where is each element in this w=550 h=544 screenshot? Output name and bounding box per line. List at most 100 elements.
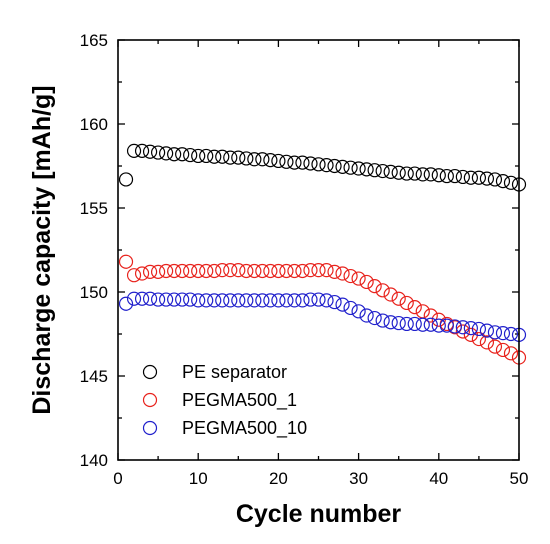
data-point	[311, 292, 326, 307]
data-point	[327, 264, 342, 279]
data-point	[287, 155, 302, 170]
data-point	[207, 263, 222, 279]
data-point	[231, 293, 246, 308]
data-point	[255, 152, 270, 167]
data-point	[447, 168, 462, 184]
data-point	[303, 263, 318, 278]
data-point	[279, 293, 294, 308]
data-point	[455, 320, 470, 335]
data-point	[255, 263, 270, 279]
x-tick-label: 0	[113, 469, 122, 488]
data-point	[223, 293, 238, 308]
data-point	[391, 165, 406, 180]
data-point	[239, 293, 254, 308]
data-point	[134, 291, 150, 306]
data-point	[199, 263, 214, 279]
data-point	[319, 293, 334, 308]
data-point	[335, 159, 350, 174]
data-point	[479, 171, 495, 186]
data-point	[239, 263, 254, 279]
data-point	[487, 172, 503, 187]
data-point	[271, 153, 286, 169]
data-point	[327, 294, 342, 310]
y-tick-label: 160	[80, 115, 108, 134]
x-tick-label: 50	[510, 469, 529, 488]
data-point	[295, 293, 310, 308]
data-point	[151, 264, 166, 279]
data-point	[118, 296, 134, 311]
data-point	[263, 293, 278, 308]
data-point	[271, 293, 286, 308]
data-point	[479, 323, 495, 338]
data-point	[367, 163, 382, 178]
data-point	[207, 149, 222, 164]
data-point	[407, 300, 422, 315]
data-point	[423, 308, 438, 323]
data-point	[407, 166, 422, 181]
data-point	[455, 169, 470, 185]
data-point	[439, 318, 454, 333]
data-point	[359, 162, 374, 177]
data-point	[495, 326, 511, 341]
data-point	[431, 168, 446, 183]
axis-ticks: 0 10 20 30 40 50 140 145 150 155 160 165	[80, 31, 529, 488]
data-point	[287, 293, 302, 308]
data-point	[303, 292, 318, 307]
data-point	[167, 147, 182, 162]
x-axis-title: Cycle number	[236, 500, 402, 528]
data-point	[231, 263, 246, 278]
data-series	[118, 143, 527, 365]
data-point	[495, 174, 511, 189]
data-point	[159, 292, 174, 307]
data-point	[415, 304, 430, 319]
data-point	[247, 152, 262, 167]
data-point	[247, 263, 262, 279]
data-point	[447, 319, 462, 334]
data-point	[223, 263, 238, 278]
data-point	[375, 283, 390, 298]
data-point	[399, 295, 414, 311]
data-point	[279, 263, 294, 279]
data-point	[263, 263, 278, 279]
data-point	[183, 147, 198, 163]
data-point	[367, 279, 382, 294]
data-point	[126, 268, 142, 283]
data-point	[191, 148, 206, 164]
x-tick-label: 30	[349, 469, 368, 488]
data-point	[367, 310, 382, 326]
data-point	[199, 293, 214, 308]
y-axis-title: Discharge capacity [mAh/g]	[28, 85, 56, 414]
data-point	[471, 170, 486, 185]
data-point	[207, 293, 222, 308]
y-tick-label: 145	[80, 367, 108, 386]
data-point	[271, 263, 286, 279]
data-point	[503, 175, 519, 190]
series-3	[118, 291, 527, 342]
data-point	[471, 321, 486, 337]
data-point	[487, 325, 503, 340]
data-point	[191, 263, 206, 279]
data-point	[247, 293, 262, 308]
data-point	[134, 143, 150, 158]
data-point	[423, 317, 438, 332]
x-tick-label: 20	[269, 469, 288, 488]
data-point	[191, 293, 206, 308]
data-point	[223, 150, 238, 165]
data-point	[303, 156, 318, 171]
legend-marker	[142, 364, 158, 380]
data-point	[383, 164, 398, 179]
data-point	[415, 317, 430, 332]
data-point	[134, 266, 150, 281]
data-point	[351, 271, 366, 286]
data-point	[263, 153, 278, 168]
data-point	[415, 167, 430, 182]
data-point	[151, 145, 166, 160]
data-point	[351, 304, 366, 319]
data-point	[118, 172, 134, 187]
data-point	[479, 335, 495, 350]
data-point	[287, 263, 302, 279]
data-point	[199, 148, 214, 164]
data-point	[391, 315, 406, 331]
data-point	[183, 292, 198, 307]
